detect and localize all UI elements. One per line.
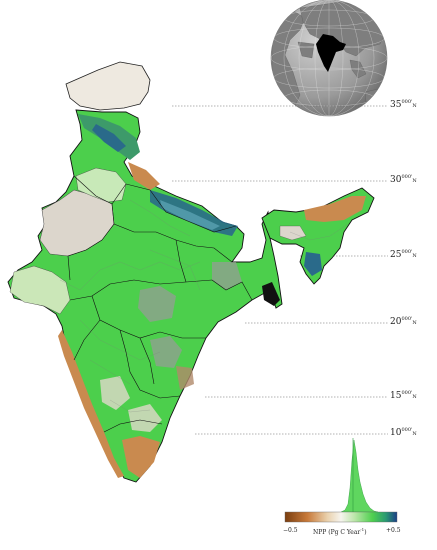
lat-label-20: 20000'N xyxy=(390,316,417,327)
legend-min-label: −0.5 xyxy=(283,527,298,534)
lat-label-10: 10000'N xyxy=(390,427,417,438)
lat-label-30: 30000'N xyxy=(390,174,417,185)
legend-histogram xyxy=(340,438,379,513)
india-map xyxy=(7,61,375,483)
legend-max-label: +0.5 xyxy=(386,527,401,534)
lat-label-25: 25000'N xyxy=(390,249,417,260)
legend-colorbar xyxy=(284,511,398,523)
globe-india-highlight xyxy=(316,34,346,72)
latitude-lines xyxy=(172,105,388,435)
lat-label-35: 35000'N xyxy=(390,99,417,110)
india-outline xyxy=(65,61,151,111)
lat-label-15: 15000'N xyxy=(390,390,417,401)
globe xyxy=(270,0,388,117)
legend-title: NPP (Pg C Year-1) xyxy=(313,527,367,536)
